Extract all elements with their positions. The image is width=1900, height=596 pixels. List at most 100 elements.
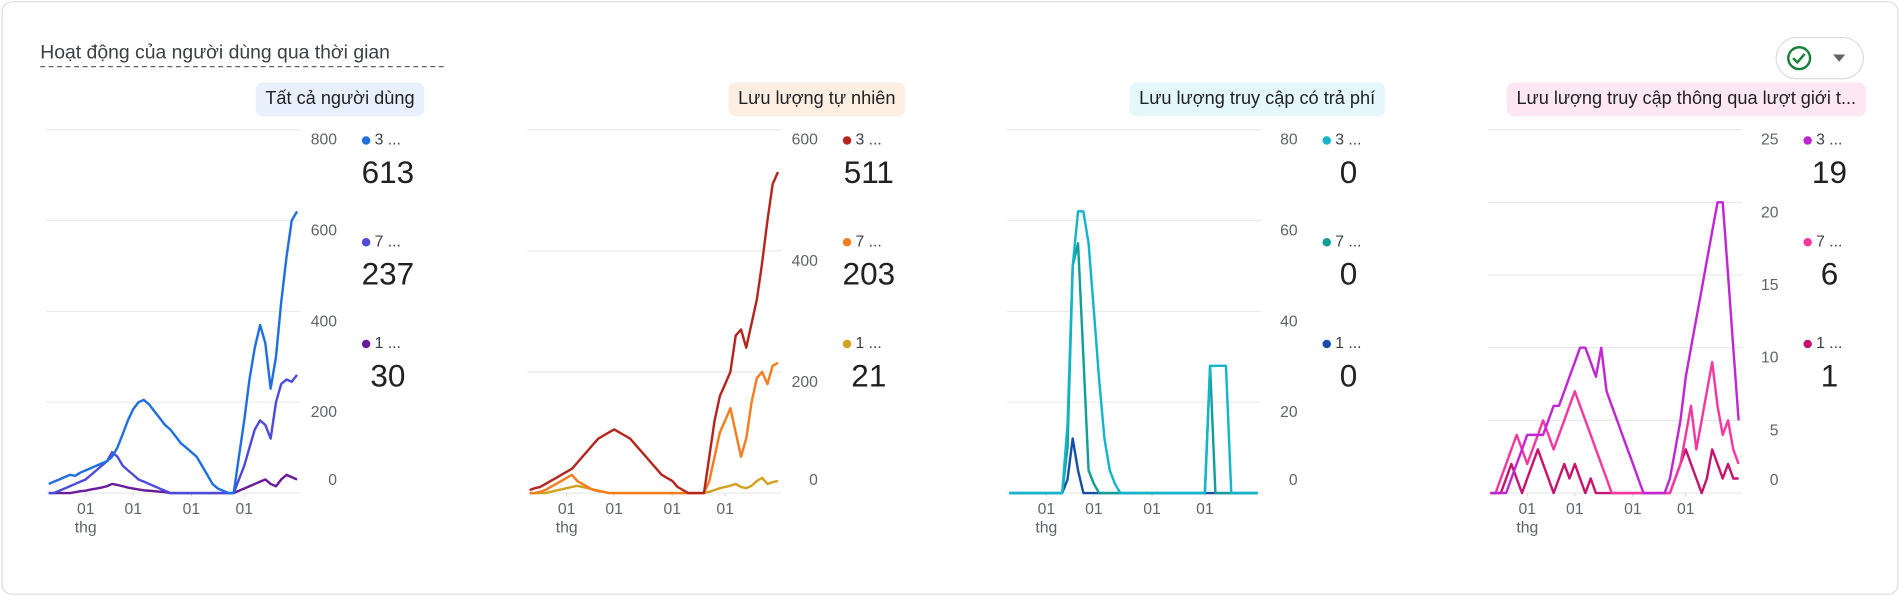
x-tick-label: 01: [77, 501, 95, 518]
x-tick-label: 01: [1143, 501, 1161, 518]
y-tick-label: 600: [311, 223, 338, 240]
y-tick-label: 20: [1280, 404, 1298, 421]
x-tick-label: 01: [1085, 501, 1103, 518]
x-tick-label: 01: [716, 501, 734, 518]
legend-label: 3 ...: [375, 132, 401, 149]
legend-dot: [1803, 339, 1812, 349]
legend-dot: [842, 339, 852, 349]
legend-value: 21: [851, 357, 886, 393]
legend-value: 19: [1812, 154, 1847, 190]
y-tick-label: 60: [1280, 223, 1298, 240]
x-tick-label: 01: [1196, 501, 1214, 518]
series-line: [1490, 360, 1740, 495]
dropdown-arrow: [1833, 54, 1846, 62]
panel-title-pill: [255, 82, 425, 117]
y-tick-label: 80: [1280, 132, 1298, 149]
x-tick-label: 01: [125, 501, 143, 518]
y-tick-label: 20: [1761, 204, 1779, 221]
legend-value: 613: [362, 154, 415, 190]
page-title: Hoạt động của người dùng qua thời gian: [40, 41, 390, 63]
legend-dot: [1322, 136, 1331, 145]
x-tick-label: 01: [1038, 501, 1056, 518]
panel-title: Lưu lượng truy cập thông qua lượt giới t…: [1516, 88, 1856, 108]
panel-title: Lưu lượng truy cập có trả phí: [1139, 88, 1375, 108]
legend-value: 203: [843, 256, 896, 292]
panel-title: Tất cả người dùng: [265, 88, 414, 108]
y-tick-label: 800: [311, 132, 338, 149]
y-tick-label: 15: [1761, 277, 1779, 294]
legend-label: 3 ...: [1816, 132, 1842, 149]
check-icon: [1787, 46, 1812, 71]
series-line: [48, 210, 299, 495]
series-line: [529, 361, 779, 495]
legend-label: 3 ...: [856, 132, 882, 149]
legend-value: 30: [370, 357, 405, 393]
legend-dot: [1803, 136, 1812, 145]
legend-dot: [361, 136, 371, 145]
y-tick-label: 400: [311, 313, 338, 330]
x-tick-label: 01: [183, 501, 201, 518]
legend-label: 1 ...: [856, 335, 882, 352]
legend-value: 0: [1340, 357, 1358, 393]
x-tick-label: 01: [1519, 501, 1537, 518]
legend-label: 1 ...: [375, 335, 401, 352]
panel-title-pill: [1506, 82, 1866, 117]
series-line: [48, 374, 299, 495]
x-unit-label: thg: [1516, 519, 1538, 536]
legend-value: 237: [362, 256, 415, 292]
y-tick-label: 10: [1761, 350, 1779, 367]
x-tick-label: 01: [558, 501, 576, 518]
legend-dot: [842, 238, 852, 247]
legend-dot: [361, 238, 371, 247]
x-tick-label: 01: [235, 501, 253, 518]
legend-dot: [1803, 238, 1812, 247]
y-tick-label: 0: [328, 472, 337, 489]
y-tick-label: 400: [792, 253, 819, 270]
y-tick-label: 0: [1770, 472, 1779, 489]
y-tick-label: 200: [311, 404, 338, 421]
legend-label: 7 ...: [375, 233, 401, 250]
y-tick-label: 40: [1280, 313, 1298, 330]
panel-title: Lưu lượng tự nhiên: [738, 88, 895, 108]
legend-dot: [1322, 238, 1331, 247]
y-tick-label: 5: [1770, 422, 1779, 439]
legend-dot: [361, 339, 371, 349]
x-unit-label: thg: [556, 519, 578, 536]
panel-title-pill: [728, 82, 906, 117]
legend-dot: [1322, 339, 1331, 349]
panel-title-pill: [1129, 82, 1385, 117]
y-tick-label: 200: [792, 374, 819, 391]
x-tick-label: 01: [664, 501, 682, 518]
y-tick-label: 25: [1761, 132, 1779, 149]
x-unit-label: thg: [75, 519, 97, 536]
series-line: [1009, 210, 1258, 495]
check-mark: [1792, 53, 1806, 65]
x-tick-label: 01: [1677, 501, 1695, 518]
compare-button[interactable]: [1775, 36, 1864, 80]
x-tick-label: 01: [605, 501, 623, 518]
legend-value: 511: [844, 154, 894, 190]
legend-value: 6: [1821, 256, 1839, 292]
x-tick-label: 01: [1566, 501, 1584, 518]
legend-label: 1 ...: [1816, 335, 1842, 352]
legend-value: 0: [1340, 256, 1358, 292]
legend-label: 7 ...: [1335, 233, 1361, 250]
legend-label: 1 ...: [1335, 335, 1361, 352]
y-tick-label: 0: [1289, 472, 1298, 489]
series-line: [1490, 201, 1740, 495]
y-tick-label: 0: [809, 472, 818, 489]
x-unit-label: thg: [1035, 519, 1057, 536]
legend-value: 0: [1340, 154, 1358, 190]
series-line: [529, 171, 780, 495]
legend-label: 7 ...: [856, 233, 882, 250]
legend-dot: [842, 136, 852, 145]
legend-label: 7 ...: [1816, 233, 1842, 250]
x-tick-label: 01: [1624, 501, 1642, 518]
legend-value: 1: [1821, 357, 1839, 393]
y-tick-label: 600: [792, 132, 819, 149]
